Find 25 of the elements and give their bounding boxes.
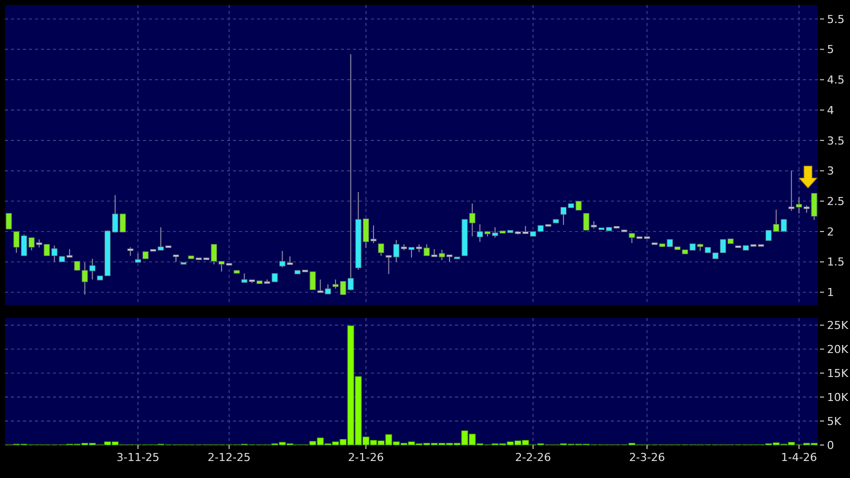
y-tick-label: 25K bbox=[827, 319, 849, 332]
y-tick-label: 2.5 bbox=[827, 195, 844, 208]
x-tick-label: 1-4-26 bbox=[781, 451, 817, 464]
y-tick-label: 3 bbox=[827, 164, 834, 178]
y-tick-label: 4 bbox=[827, 104, 834, 117]
x-tick-label: 2-1-26 bbox=[348, 451, 384, 464]
candlestick bbox=[134, 252, 142, 263]
y-tick-label: 0 bbox=[827, 438, 834, 452]
x-tick-label: 3-11-25 bbox=[116, 451, 160, 464]
candlestick bbox=[6, 212, 12, 230]
x-tick-label: 2-3-26 bbox=[629, 451, 666, 464]
y-tick-label: 2 bbox=[827, 225, 834, 238]
y-tick-label: 3.5 bbox=[827, 134, 844, 148]
x-tick-label: 2-12-25 bbox=[208, 451, 251, 464]
y-tick-label: 5K bbox=[827, 414, 842, 428]
y-tick-label: 5.5 bbox=[827, 12, 844, 26]
y-tick-label: 1.5 bbox=[827, 256, 844, 269]
y-tick-label: 20K bbox=[827, 343, 849, 356]
y-tick-label: 5 bbox=[827, 43, 834, 56]
y-tick-label: 4.5 bbox=[827, 74, 844, 87]
y-tick-label: 10K bbox=[827, 390, 849, 404]
y-tick-label: 15K bbox=[827, 366, 849, 380]
y-tick-label: 1 bbox=[827, 286, 834, 300]
candlestick bbox=[378, 243, 384, 256]
x-tick-label: 2-2-26 bbox=[515, 451, 552, 464]
